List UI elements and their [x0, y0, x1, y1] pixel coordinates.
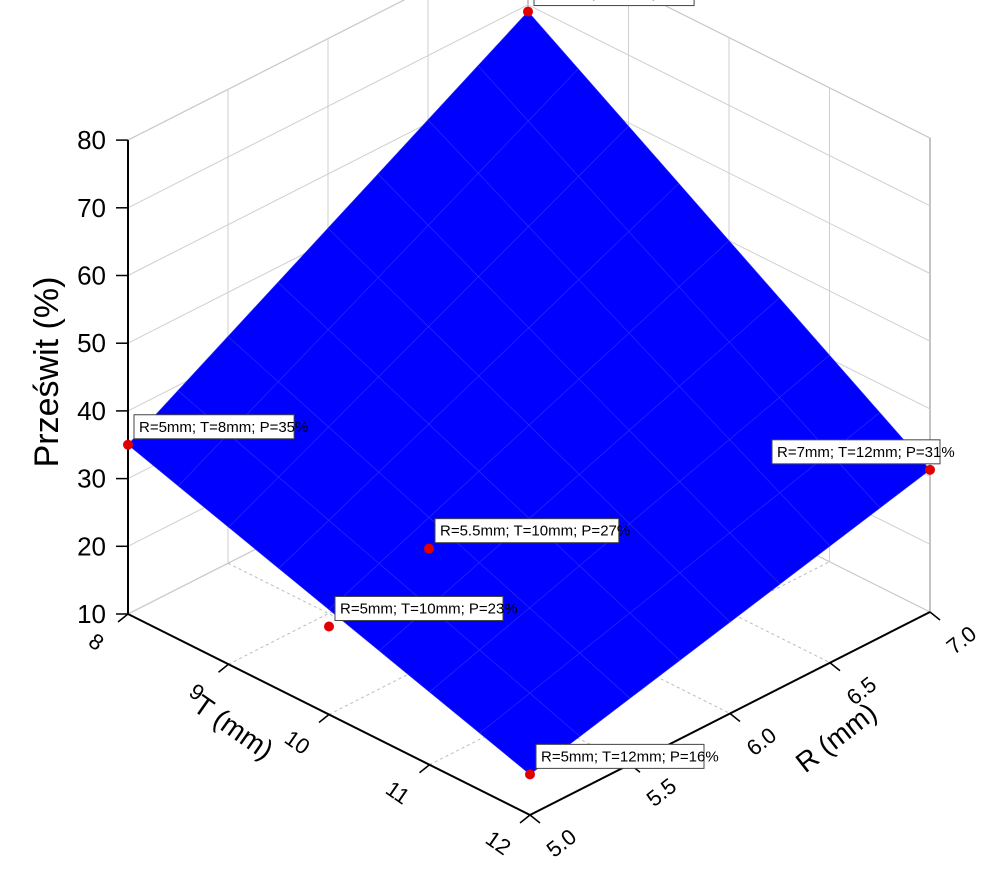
data-label: R=7mm; T=12mm; P=31%	[771, 439, 955, 465]
r-tick-label: 7.0	[942, 621, 981, 660]
t-tick	[117, 613, 129, 623]
z-tick-label: 50	[77, 328, 106, 358]
data-label-box	[434, 518, 620, 544]
data-label-box	[535, 743, 705, 769]
t-tick	[419, 764, 430, 774]
z-axis-title: Prześwit (%)	[28, 277, 66, 468]
data-point	[525, 769, 535, 780]
r-tick-label: 5.5	[642, 773, 681, 812]
data-label: R=5mm; T=10mm; P=23%	[334, 595, 518, 621]
data-label: R=5mm; T=8mm; P=35%	[133, 414, 308, 440]
data-label: R=5.5mm; T=10mm; P=27%	[434, 518, 630, 544]
z-tick-label: 60	[77, 261, 106, 291]
r-tick	[529, 814, 541, 824]
t-tick	[218, 663, 229, 673]
r-tick	[929, 611, 941, 621]
z-tick-label: 80	[77, 125, 106, 155]
data-point	[123, 439, 133, 450]
data-label-box	[771, 439, 941, 465]
data-label-box	[133, 414, 295, 440]
data-label-text: R=5mm; T=8mm; P=35%	[139, 419, 308, 436]
z-tick-label: 70	[77, 193, 106, 223]
r-tick	[729, 712, 741, 723]
data-label: R=5mm; T=12mm; P=16%	[535, 743, 719, 769]
t-tick-label: 8	[84, 628, 108, 656]
t-tick-label: 10	[280, 725, 314, 760]
data-label-text: R=7mm; T=8mm; P=69%	[539, 0, 708, 3]
data-label-text: R=7mm; T=12mm; P=31%	[777, 444, 955, 461]
data-label-text: R=5mm; T=10mm; P=23%	[340, 600, 518, 617]
data-label-text: R=5mm; T=12mm; P=16%	[541, 748, 719, 765]
t-tick-label: 11	[381, 776, 414, 810]
data-label-box	[533, 0, 695, 7]
r-tick-label: 5.0	[542, 824, 581, 863]
t-tick	[519, 814, 531, 824]
data-point	[324, 621, 334, 632]
z-tick-label: 10	[77, 599, 106, 629]
z-tick-label: 40	[77, 396, 106, 426]
z-tick-label: 30	[77, 464, 106, 494]
grid-line-z	[127, 4, 931, 209]
grid-line-z	[127, 0, 931, 141]
data-label-text: R=5.5mm; T=10mm; P=27%	[440, 523, 630, 540]
data-point	[424, 543, 434, 554]
t-axis-title: T (mm)	[188, 689, 279, 766]
data-point	[925, 464, 935, 475]
r-tick-label: 6.0	[742, 722, 781, 761]
t-tick	[318, 713, 330, 724]
data-label: R=7mm; T=8mm; P=69%	[533, 0, 708, 7]
data-points: R=7mm; T=8mm; P=69% R=5mm; T=8mm; P=35% R=…	[123, 0, 955, 780]
data-point	[523, 6, 533, 17]
r-tick	[829, 662, 841, 672]
r-axis-title: R (mm)	[790, 697, 883, 779]
t-tick-label: 12	[481, 826, 515, 861]
z-tick-label: 20	[77, 531, 106, 561]
data-label-box	[334, 595, 504, 621]
